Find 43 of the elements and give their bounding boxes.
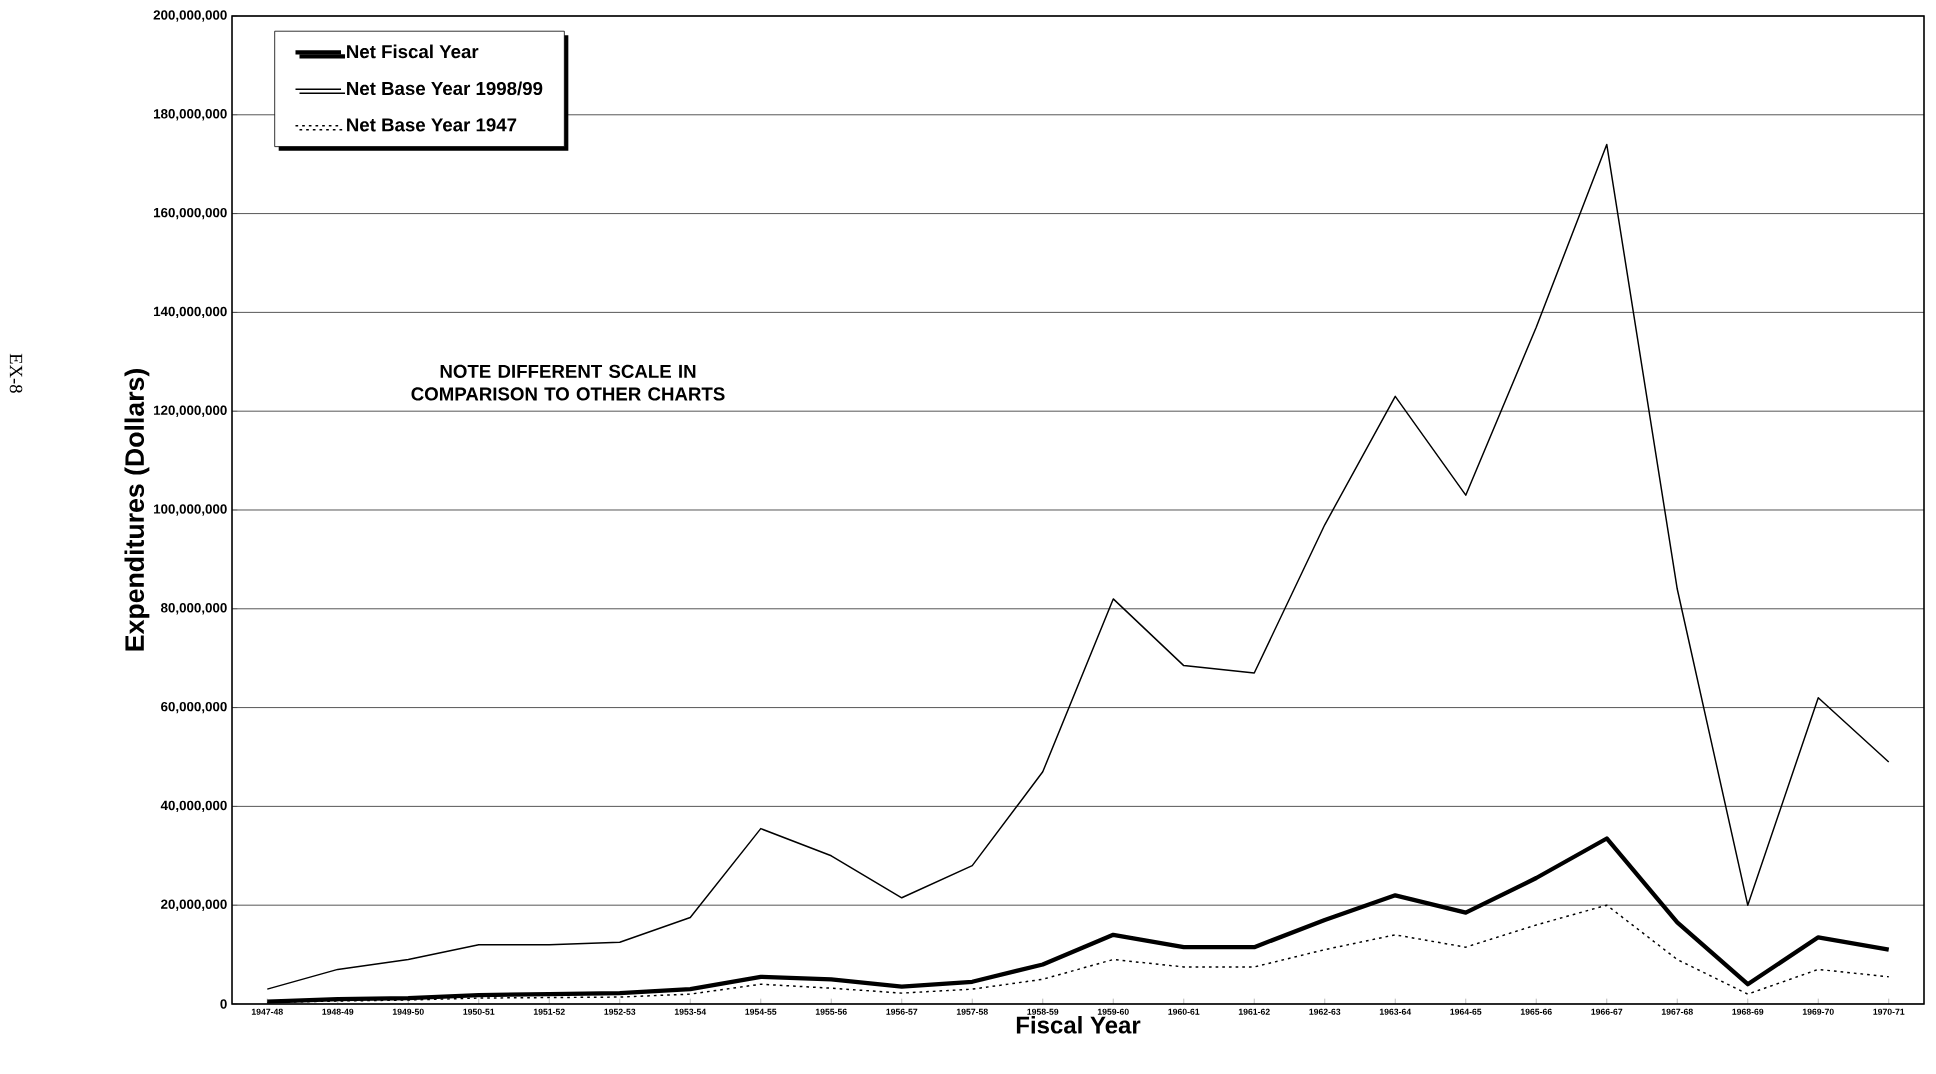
x-tick-label: 1962-63 xyxy=(1309,1008,1341,1015)
y-tick-label: 100,000,000 xyxy=(153,504,227,516)
x-tick-label: 1957-58 xyxy=(956,1008,988,1015)
y-tick-label: 200,000,000 xyxy=(153,10,227,22)
legend-label: Net Base Year 1947 xyxy=(347,118,517,132)
x-tick-label: 1969-70 xyxy=(1802,1008,1834,1015)
legend-label: Net Base Year 1998/99 xyxy=(347,81,543,96)
y-tick-label: 20,000,000 xyxy=(161,899,227,911)
y-tick-label: 180,000,000 xyxy=(153,109,227,121)
annotation: NOTE DIFFERENT SCALE IN COMPARISON TO OTHER CHARTS xyxy=(411,364,725,401)
x-tick-label: 1960-61 xyxy=(1168,1008,1200,1015)
y-tick-label: 140,000,000 xyxy=(153,306,227,319)
x-tick-label: 1958-59 xyxy=(1027,1008,1059,1015)
x-tick-label: 1966-67 xyxy=(1591,1008,1623,1015)
x-tick-label: 1953-54 xyxy=(674,1008,707,1015)
x-tick-label: 1965-66 xyxy=(1520,1008,1552,1015)
x-tick-label: 1950-51 xyxy=(463,1008,495,1015)
y-tick-label: 40,000,000 xyxy=(160,800,227,813)
legend-label: Net Fiscal Year xyxy=(347,44,479,59)
y-axis-title: Expenditures (Dollars) xyxy=(124,369,150,651)
x-tick-label: 1961-62 xyxy=(1238,1008,1270,1015)
y-tick-label: 120,000,000 xyxy=(153,405,227,417)
x-tick-label: 1949-50 xyxy=(392,1008,424,1015)
x-axis-title: Fiscal Year xyxy=(1016,1015,1141,1034)
y-tick-label: 60,000,000 xyxy=(161,701,227,714)
x-tick-label: 1963-64 xyxy=(1379,1008,1412,1015)
y-tick-label: 160,000,000 xyxy=(153,207,227,220)
x-tick-label: 1970-71 xyxy=(1873,1008,1905,1015)
y-tick-label: 0 xyxy=(220,999,227,1009)
x-tick-label: 1952-53 xyxy=(604,1008,636,1015)
line-series xyxy=(266,143,1890,990)
x-tick-label: 1947-48 xyxy=(251,1008,283,1015)
x-tick-label: 1967-68 xyxy=(1661,1008,1693,1015)
x-tick-label: 1964-65 xyxy=(1450,1008,1482,1015)
text: EX-8 xyxy=(9,353,23,393)
x-tick-label: 1954-55 xyxy=(745,1008,777,1015)
x-tick-label: 1951-52 xyxy=(533,1008,565,1015)
x-tick-label: 1968-69 xyxy=(1732,1008,1764,1015)
x-tick-label: 1959-60 xyxy=(1097,1008,1129,1015)
x-tick-label: 1948-49 xyxy=(322,1008,354,1015)
y-tick-label: 80,000,000 xyxy=(160,603,227,615)
x-tick-label: 1955-56 xyxy=(815,1008,847,1015)
x-tick-label: 1956-57 xyxy=(886,1008,918,1015)
